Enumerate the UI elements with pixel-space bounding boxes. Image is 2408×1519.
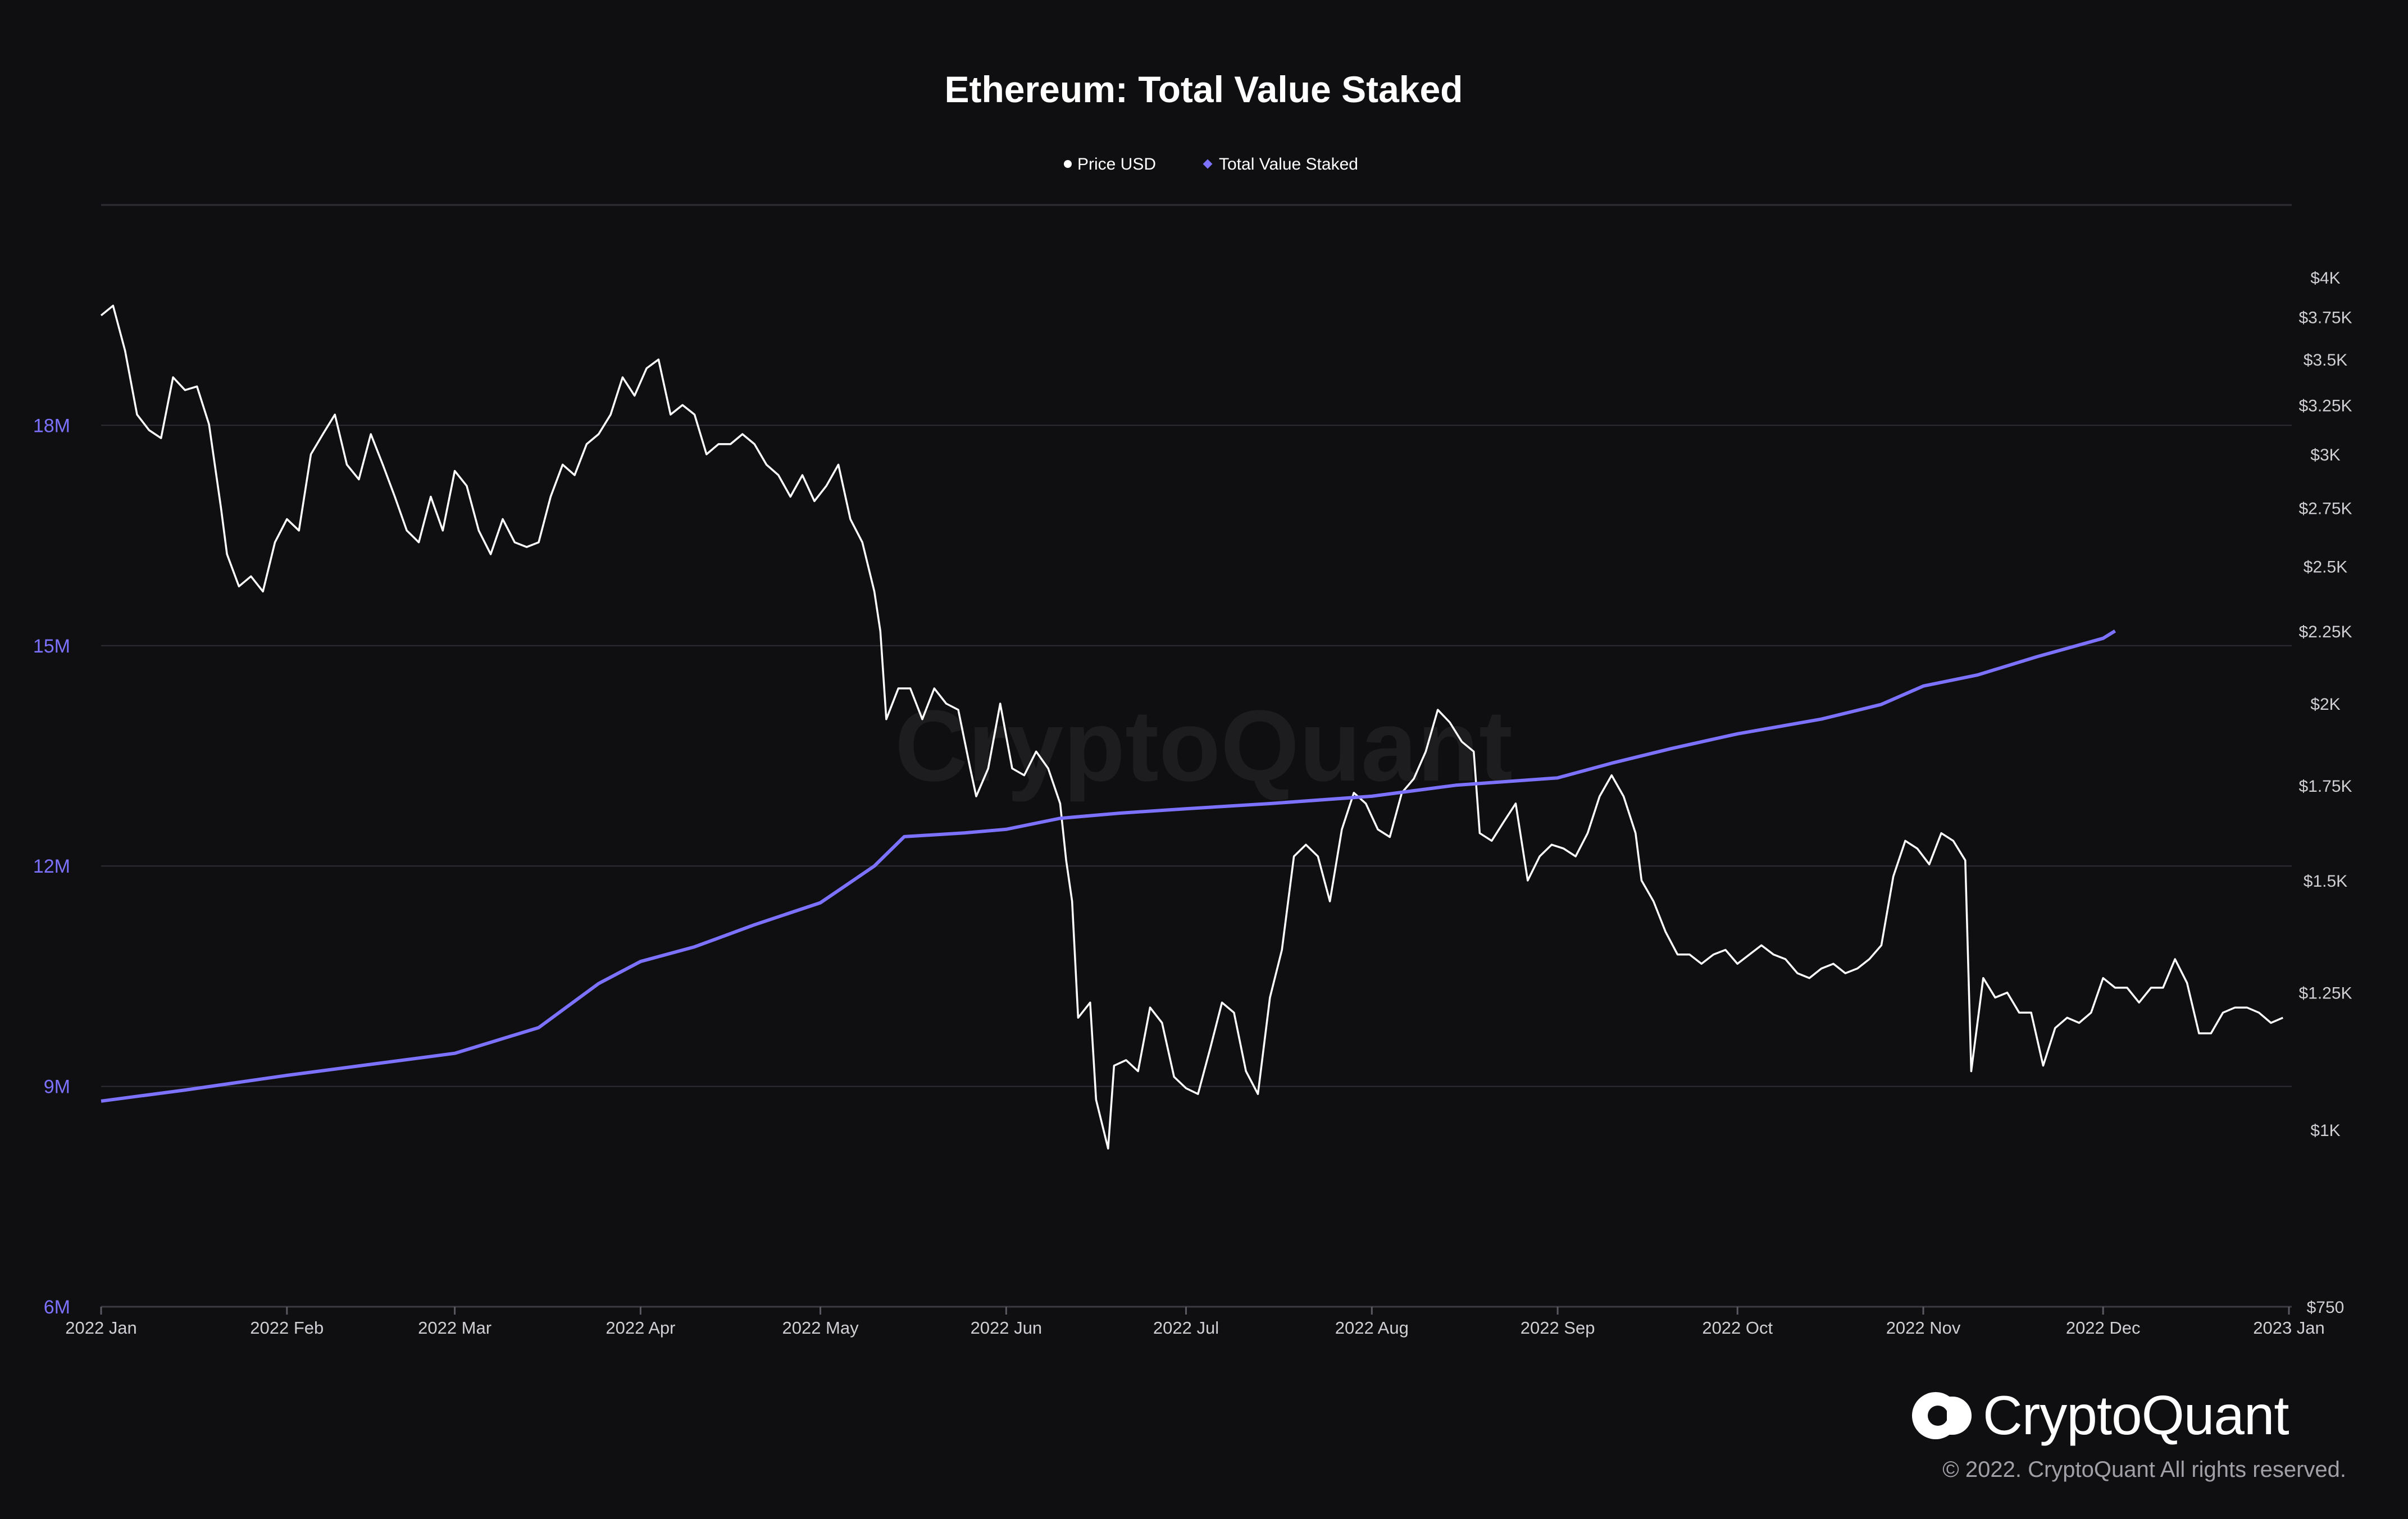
right-tick-label: $3.75K — [2298, 309, 2352, 327]
right-tick-label: $2.25K — [2298, 623, 2352, 641]
x-tick-label: 2022 May — [782, 1318, 859, 1338]
x-tick-label: 2023 Jan — [2253, 1318, 2325, 1338]
brand-logo-text: CryptoQuant — [1983, 1384, 2289, 1446]
x-tick-label: 2022 Sep — [1521, 1318, 1595, 1338]
right-tick-label: $3.5K — [2304, 351, 2347, 370]
right-tick-label: $1.25K — [2298, 984, 2352, 1003]
left-axis: 6M 9M 12M 15M 18M — [33, 415, 70, 1318]
watermark: CryptoQuant — [895, 690, 1513, 802]
x-tick-label: 2022 Oct — [1702, 1318, 1773, 1338]
right-axis: $750 $1K $1.25K $1.5K $1.75K $2K $2.25K $2.5K $2… — [2298, 269, 2352, 1317]
series-price-usd-line — [100, 304, 2283, 1150]
right-tick-label: $1K — [2310, 1121, 2340, 1140]
right-tick-label: $2.5K — [2304, 558, 2347, 577]
x-tick-label: 2022 Nov — [1886, 1318, 1961, 1338]
right-tick-label: $2.75K — [2298, 499, 2352, 518]
right-tick-label: $4K — [2310, 269, 2340, 288]
legend: Price USD Total Value Staked — [1064, 155, 1358, 174]
brand-logo: CryptoQuant — [1910, 1384, 2348, 1446]
right-tick-label: $3.25K — [2298, 396, 2352, 415]
x-tick-label: 2022 Mar — [418, 1318, 491, 1338]
x-tick-label: 2022 Apr — [606, 1318, 675, 1338]
left-tick-label: 18M — [33, 415, 70, 436]
x-tick-label: 2022 Jan — [65, 1318, 137, 1338]
right-tick-label: $3K — [2310, 446, 2340, 464]
legend-staked-label[interactable]: Total Value Staked — [1219, 155, 1358, 174]
left-tick-label: 6M — [44, 1297, 70, 1318]
x-tick-label: 2022 Jul — [1153, 1318, 1219, 1338]
right-tick-label: $2K — [2310, 695, 2340, 714]
brand-logo-icon — [1910, 1384, 1983, 1446]
x-tick-label: 2022 Aug — [1335, 1318, 1409, 1338]
x-tick-label: 2022 Dec — [2066, 1318, 2141, 1338]
left-tick-label: 9M — [44, 1076, 70, 1098]
chart-title: Ethereum: Total Value Staked — [944, 69, 1463, 110]
legend-price-marker — [1064, 160, 1072, 168]
x-axis: 2022 Jan 2022 Feb 2022 Mar 2022 Apr 2022 May… — [65, 1307, 2325, 1338]
x-tick-label: 2022 Jun — [971, 1318, 1043, 1338]
grid-lines — [101, 425, 2292, 1308]
series-total-value-staked-line — [101, 630, 2116, 1103]
right-tick-label: $750 — [2307, 1298, 2345, 1317]
right-tick-label: $1.75K — [2298, 777, 2352, 796]
left-tick-label: 15M — [33, 636, 70, 657]
right-tick-label: $1.5K — [2304, 872, 2347, 891]
legend-price-label[interactable]: Price USD — [1077, 155, 1156, 174]
x-tick-label: 2022 Feb — [250, 1318, 324, 1338]
copyright-text: © 2022. CryptoQuant All rights reserved. — [1942, 1457, 2346, 1482]
left-tick-label: 12M — [33, 856, 70, 877]
